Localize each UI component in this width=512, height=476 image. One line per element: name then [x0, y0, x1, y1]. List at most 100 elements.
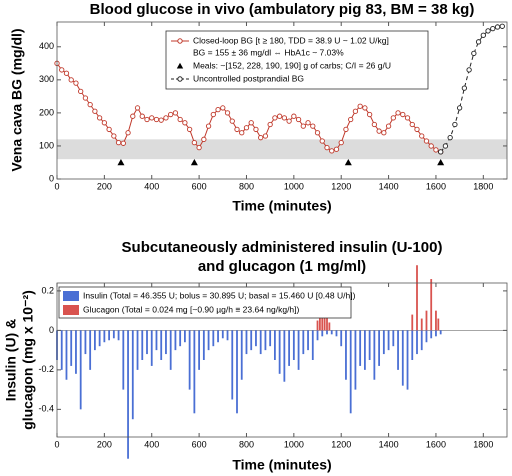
- data-point: [182, 120, 188, 126]
- bar: [127, 330, 129, 459]
- data-point: [82, 95, 89, 101]
- data-point: [130, 113, 136, 119]
- bar: [75, 330, 77, 374]
- meal-marker: [437, 158, 445, 166]
- bar: [150, 330, 153, 366]
- data-point: [499, 23, 505, 29]
- bar: [98, 330, 101, 347]
- bar: [250, 330, 253, 351]
- data-point: [480, 32, 486, 38]
- data-point: [281, 115, 288, 121]
- x-tick-label: 200: [97, 439, 112, 449]
- bar: [160, 330, 163, 360]
- bar: [316, 330, 319, 341]
- data-point: [409, 121, 415, 128]
- data-point: [366, 111, 373, 118]
- y-tick-label: 400: [39, 41, 54, 51]
- bar: [146, 330, 148, 355]
- data-point: [433, 147, 439, 153]
- data-point: [381, 130, 387, 136]
- bar: [425, 330, 428, 343]
- data-point: [243, 125, 250, 131]
- data-point: [324, 144, 330, 151]
- legend-swatch: [63, 305, 79, 315]
- bar: [122, 330, 125, 390]
- bar: [302, 330, 305, 355]
- bar: [425, 310, 428, 331]
- target-band: [57, 139, 507, 160]
- x-tick-label: 1000: [284, 181, 304, 191]
- bar: [79, 330, 82, 410]
- x-tick-label: 800: [239, 181, 254, 191]
- data-point: [442, 143, 449, 149]
- data-point: [234, 126, 240, 133]
- bar: [430, 279, 433, 331]
- x-tick-label: 1200: [331, 439, 351, 449]
- bar: [259, 330, 262, 355]
- data-point: [134, 105, 141, 111]
- data-point: [305, 120, 311, 126]
- x-tick-label: 1600: [426, 181, 446, 191]
- bar: [93, 330, 96, 351]
- bar: [411, 314, 414, 331]
- bar: [117, 330, 120, 341]
- bar: [264, 330, 267, 351]
- data-point: [494, 24, 501, 30]
- legend-box: [58, 286, 352, 319]
- bar: [368, 330, 371, 360]
- bar: [169, 330, 172, 370]
- data-point: [196, 144, 202, 151]
- data-point: [475, 39, 482, 45]
- data-point: [111, 133, 117, 139]
- legend-marker: [176, 62, 184, 69]
- legend: Closed-loop BG [t ≥ 180, TDD = 38.9 U ~ …: [165, 30, 429, 90]
- data-point: [447, 135, 453, 141]
- chart-title: and glucagon (1 mg/ml): [198, 258, 366, 275]
- bar: [307, 330, 309, 351]
- data-point: [419, 133, 425, 139]
- data-point: [319, 138, 325, 144]
- bar: [318, 314, 321, 331]
- data-point: [120, 140, 126, 146]
- bar: [193, 330, 196, 414]
- bar: [245, 330, 248, 355]
- data-point: [490, 25, 496, 32]
- bar: [435, 310, 437, 331]
- data-point: [239, 130, 245, 136]
- data-point: [78, 88, 84, 95]
- bar: [278, 330, 281, 374]
- bar: [392, 330, 395, 347]
- data-point: [471, 50, 477, 57]
- bar: [179, 330, 182, 347]
- bar: [439, 330, 442, 335]
- bar: [183, 330, 186, 343]
- x-tick-label: 1400: [379, 439, 399, 449]
- data-point: [314, 130, 321, 136]
- bar: [89, 330, 92, 370]
- x-tick-label: 800: [239, 439, 254, 449]
- bar: [323, 310, 326, 331]
- data-point: [485, 28, 491, 34]
- data-point: [63, 70, 70, 76]
- y-axis-label: glucagon (mg x 10⁻²): [20, 290, 36, 430]
- data-point: [428, 143, 434, 149]
- bar: [65, 330, 68, 380]
- data-point: [215, 106, 221, 113]
- data-point: [73, 80, 79, 86]
- bar: [406, 330, 409, 390]
- y-tick-label: 0: [49, 173, 54, 183]
- bar: [231, 330, 234, 400]
- x-tick-label: 600: [192, 181, 207, 191]
- bar: [84, 330, 87, 355]
- legend: Insulin (Total = 46.355 U; bolus = 30.89…: [58, 286, 356, 319]
- bar: [420, 330, 423, 351]
- x-tick-label: 1800: [473, 181, 493, 191]
- data-point: [158, 117, 164, 123]
- data-point: [400, 111, 406, 118]
- x-tick-label: 200: [97, 181, 112, 191]
- legend-label: Uncontrolled postprandial BG: [193, 73, 304, 83]
- bar: [226, 330, 229, 341]
- bar: [340, 330, 343, 347]
- bar: [255, 330, 257, 347]
